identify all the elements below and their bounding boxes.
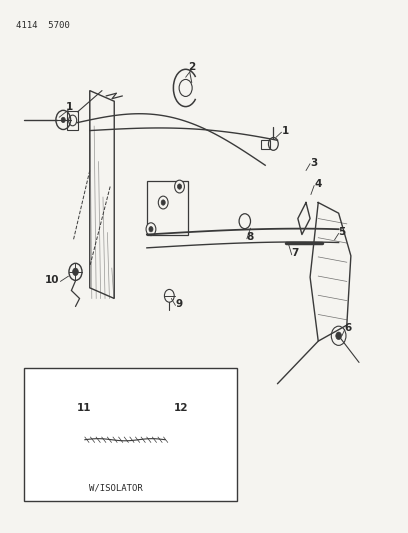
Text: 5: 5 (339, 227, 346, 237)
Circle shape (69, 263, 82, 280)
Circle shape (61, 117, 65, 123)
Circle shape (158, 196, 168, 209)
Circle shape (331, 326, 346, 345)
Text: 4: 4 (314, 179, 322, 189)
Circle shape (173, 436, 178, 443)
Circle shape (164, 289, 174, 302)
Text: 11: 11 (76, 403, 91, 413)
Text: 10: 10 (44, 275, 59, 285)
Circle shape (73, 268, 78, 276)
Circle shape (146, 223, 156, 236)
Circle shape (70, 435, 77, 444)
Text: 8: 8 (247, 232, 254, 242)
Text: 1: 1 (282, 126, 289, 135)
Text: 6: 6 (345, 323, 352, 333)
Bar (261, 140, 270, 149)
Text: 7: 7 (292, 248, 299, 258)
Circle shape (177, 184, 182, 189)
Circle shape (161, 200, 165, 205)
Text: 2: 2 (188, 62, 195, 71)
Bar (147, 181, 188, 235)
Text: 1: 1 (66, 102, 73, 111)
Text: W/ISOLATOR: W/ISOLATOR (89, 483, 143, 492)
Text: 12: 12 (174, 403, 189, 413)
Text: 9: 9 (175, 299, 182, 309)
Circle shape (56, 110, 71, 130)
Circle shape (175, 180, 184, 193)
Text: 4114  5700: 4114 5700 (16, 21, 70, 30)
Circle shape (149, 227, 153, 232)
Text: 3: 3 (310, 158, 317, 167)
Circle shape (336, 332, 341, 340)
Bar (24, 368, 237, 501)
